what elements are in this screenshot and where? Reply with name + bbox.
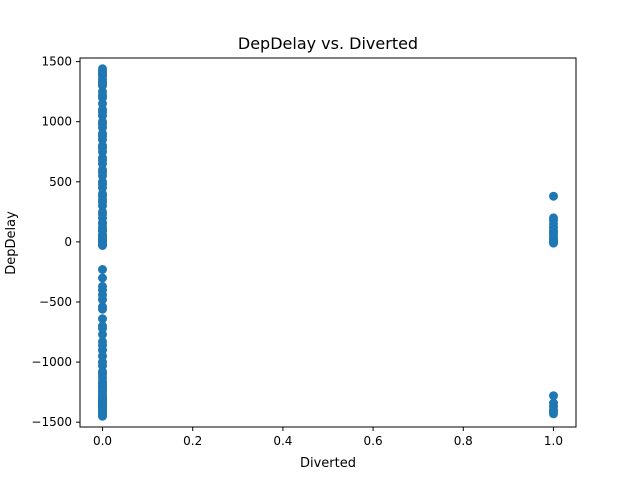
data-point — [98, 314, 107, 324]
y-axis-label: DepDelay — [4, 211, 19, 275]
data-point — [98, 323, 107, 333]
x-tick-label: 0.6 — [364, 434, 383, 448]
x-tick-label: 0.2 — [183, 434, 202, 448]
y-tick-label: −1000 — [31, 355, 72, 369]
data-point — [98, 304, 107, 314]
data-point — [98, 107, 107, 117]
y-tick-label: 0 — [64, 235, 72, 249]
data-point — [98, 209, 107, 219]
data-point — [549, 406, 558, 416]
plot-frame — [79, 57, 577, 428]
data-points — [98, 64, 558, 421]
data-point — [98, 409, 107, 419]
x-axis-ticks: 0.0 0.2 0.4 0.6 0.8 1.0 — [93, 427, 563, 448]
data-point — [98, 143, 107, 153]
x-tick-label: 0.0 — [93, 434, 112, 448]
data-point — [98, 155, 107, 165]
y-tick-label: −500 — [39, 295, 72, 309]
data-point — [98, 218, 107, 228]
data-point — [98, 179, 107, 189]
data-point — [98, 69, 107, 79]
data-point — [98, 382, 107, 392]
y-tick-label: −1500 — [31, 415, 72, 429]
data-point — [549, 191, 558, 201]
data-point — [549, 391, 558, 401]
data-point — [98, 340, 107, 350]
y-tick-label: 1500 — [41, 55, 72, 69]
data-point — [98, 295, 107, 305]
x-axis-label: Diverted — [300, 456, 356, 471]
y-tick-label: 500 — [49, 175, 72, 189]
data-point — [549, 238, 558, 248]
chart-title: DepDelay vs. Diverted — [238, 34, 418, 53]
data-point — [98, 239, 107, 249]
y-axis-ticks: −1500 −1000 −500 0 500 1000 1500 — [31, 55, 80, 429]
y-tick-label: 1000 — [41, 115, 72, 129]
data-point — [98, 77, 107, 87]
x-tick-label: 1.0 — [544, 434, 563, 448]
data-point — [98, 167, 107, 177]
x-tick-label: 0.8 — [454, 434, 473, 448]
data-point — [98, 273, 107, 283]
data-point — [98, 197, 107, 207]
data-point — [98, 265, 107, 274]
data-point — [98, 90, 107, 100]
data-point — [98, 131, 107, 141]
data-point — [98, 119, 107, 129]
x-tick-label: 0.4 — [273, 434, 292, 448]
